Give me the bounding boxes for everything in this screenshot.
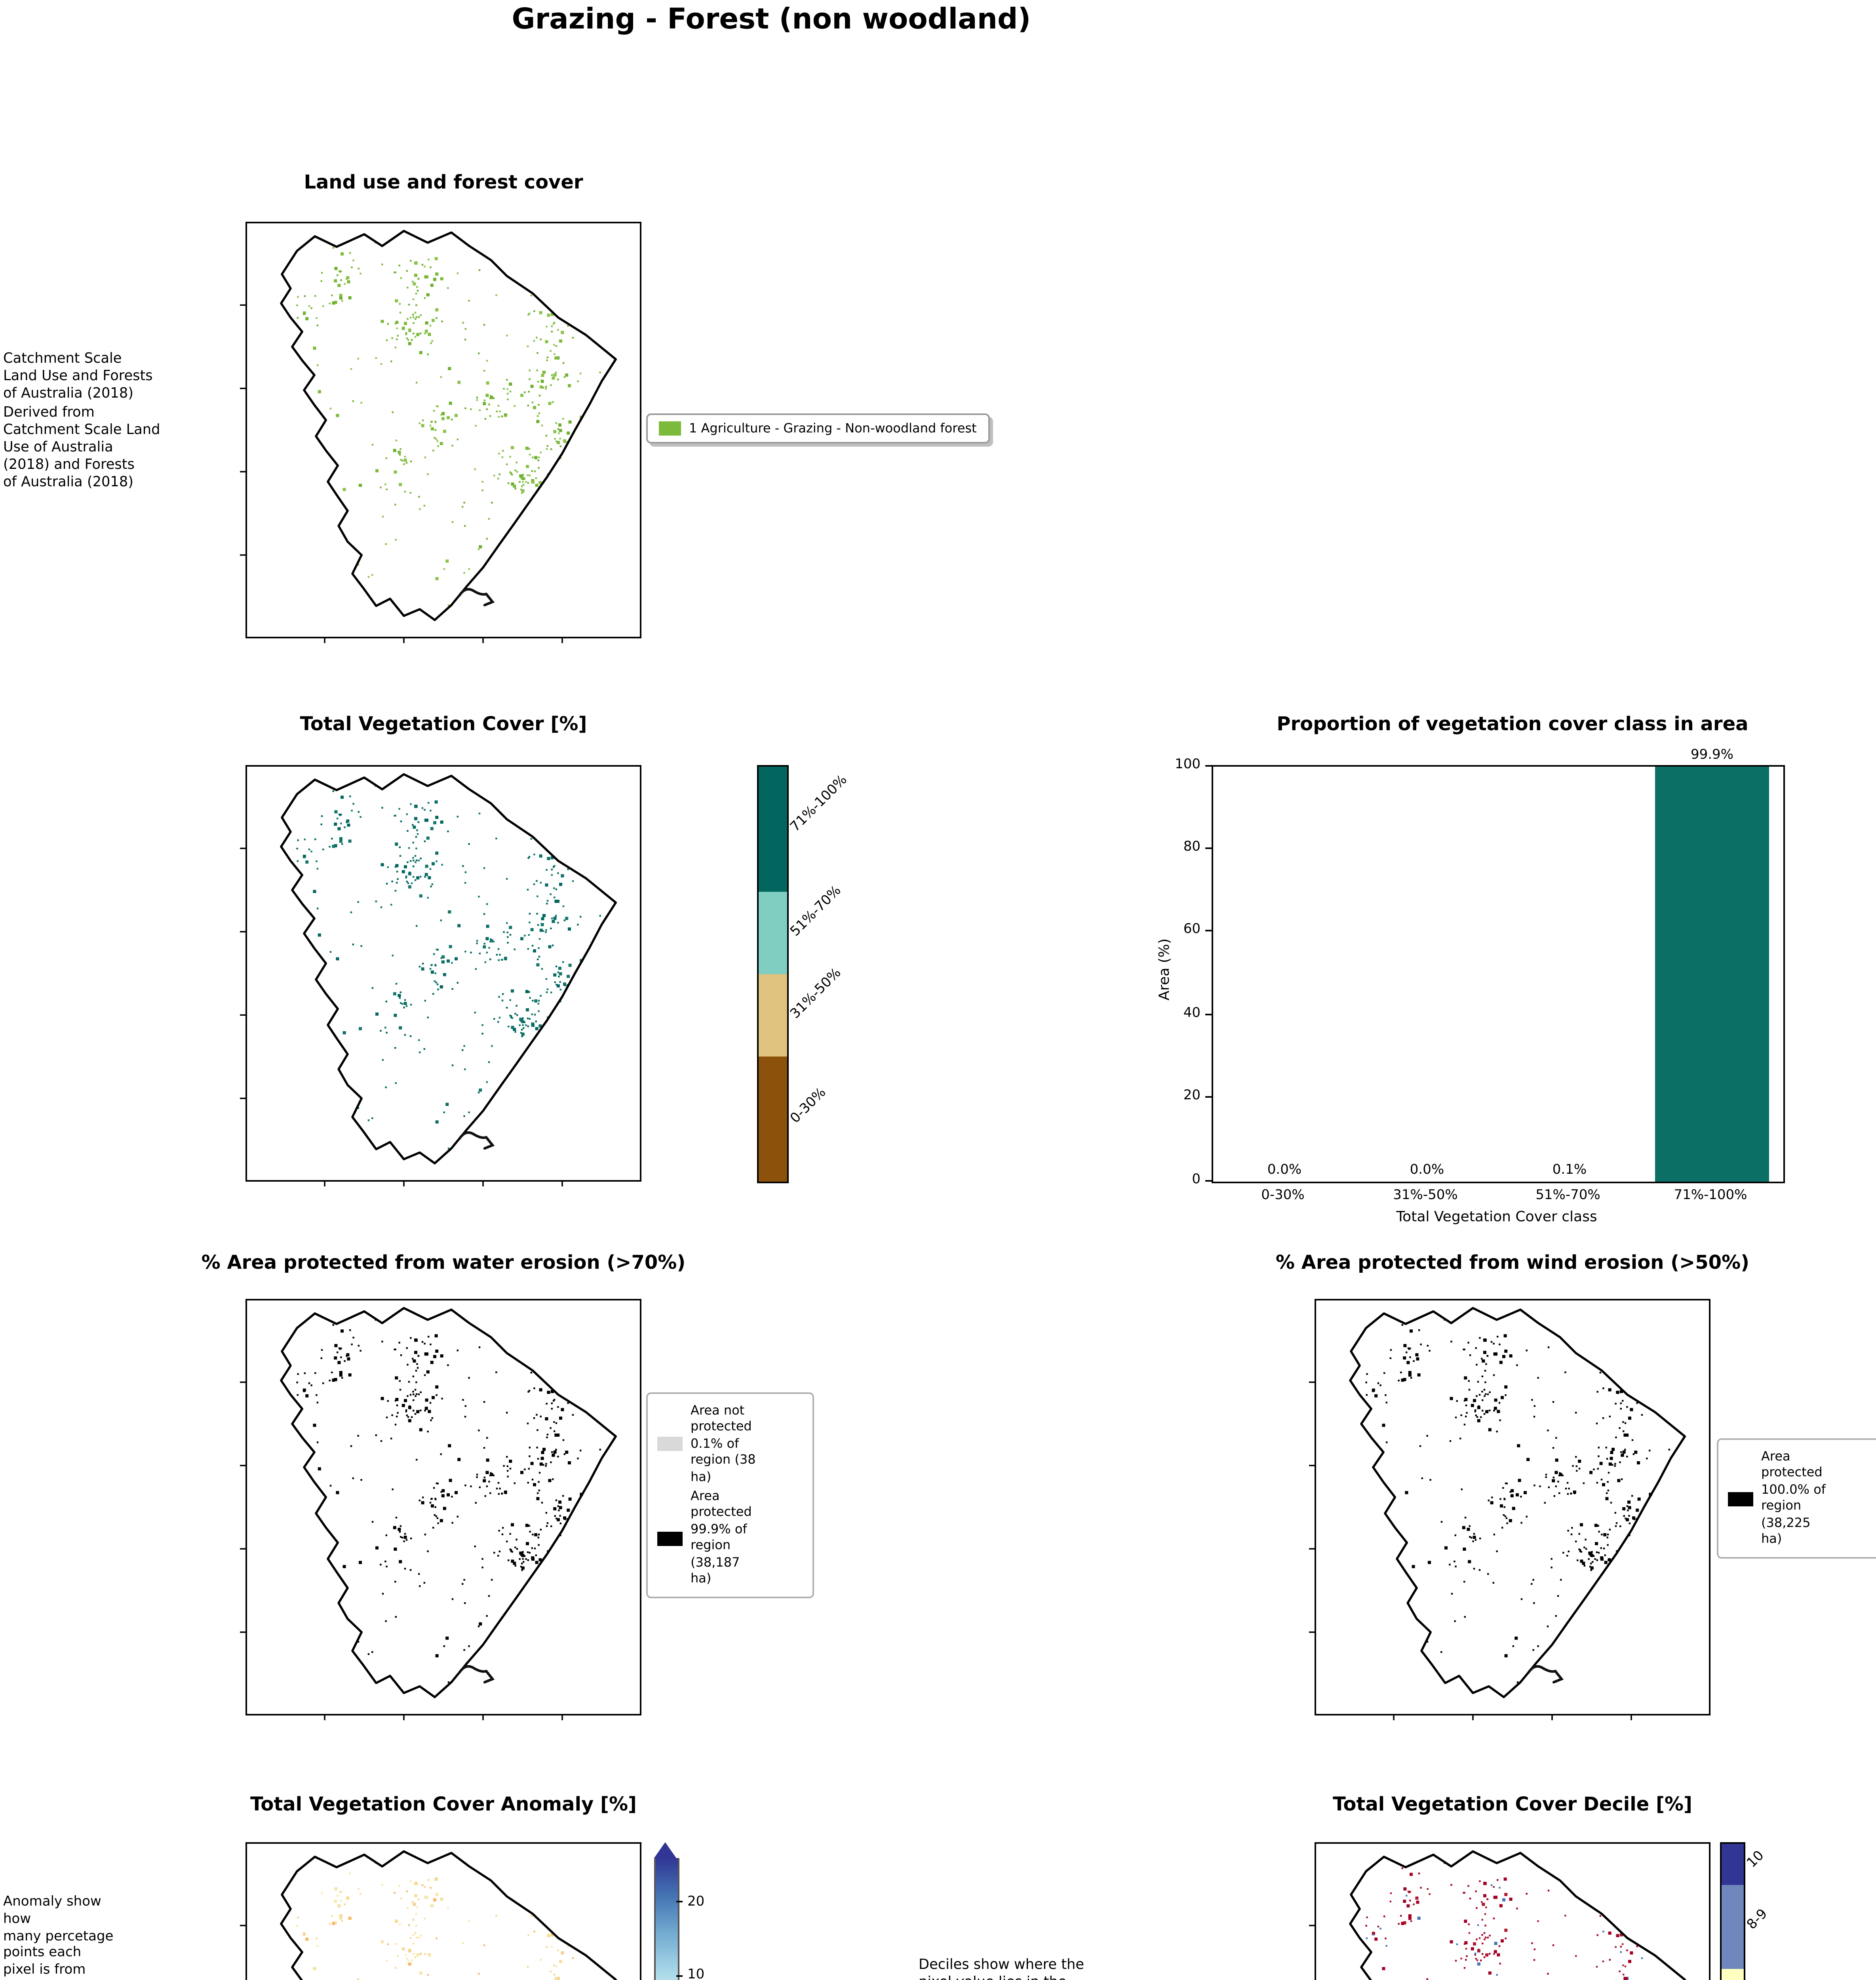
colorbar-tick: [676, 1901, 683, 1903]
legend-label: Area protected 100.0% of region (38,225 …: [1761, 1449, 1826, 1546]
colorbar-tick-label: 10: [687, 1968, 705, 1980]
legend-item: Area protected 99.9% of region (38,187 h…: [657, 1489, 803, 1588]
water-erosion-map: [240, 1299, 641, 1720]
y-tick-label: 40: [1183, 1005, 1201, 1021]
water-erosion-legend: Area not protected 0.1% of region (38 ha…: [646, 1392, 814, 1599]
anomaly-colorbar: 20100−10−20: [654, 1842, 704, 1980]
legend-swatch: [1728, 1491, 1753, 1506]
x-tick-label: 71%-100%: [1674, 1188, 1747, 1204]
colorbar-tick-label: 51%-70%: [788, 883, 845, 940]
legend-item: Area not protected 0.1% of region (38 ha…: [657, 1403, 803, 1486]
bar-value-label: 0.0%: [1410, 1163, 1444, 1178]
legend-swatch: [659, 421, 681, 436]
decile-note: Deciles show where the pixel value lies …: [919, 1958, 1084, 1980]
bar-chart-plot-area: 0.0% 0.0% 0.1% 99.9%: [1212, 748, 1785, 1183]
colorbar-segment: [759, 891, 787, 974]
colorbar-tick-label: 8-9: [1744, 1907, 1771, 1934]
veg-cover-colorbar: 71%-100% 51%-70% 31%-50% 0-30%: [757, 765, 851, 1183]
legend-swatch: [657, 1531, 683, 1546]
anomaly-map: [240, 1842, 641, 1980]
decile-map: [1309, 1842, 1710, 1980]
decile-title: Total Vegetation Cover Decile [%]: [1333, 1793, 1692, 1815]
colorbar-segment: [1722, 1968, 1744, 1980]
wind-erosion-legend: Area protected 100.0% of region (38,225 …: [1717, 1438, 1876, 1559]
land-use-map: [240, 222, 641, 643]
colorbar-segment: [759, 974, 787, 1057]
land-use-legend: 1 Agriculture - Grazing - Non-woodland f…: [646, 413, 989, 444]
colorbar-tick-label: 10: [1744, 1848, 1768, 1872]
page-title: Grazing - Forest (non woodland): [512, 3, 1031, 36]
colorbar-segment: [759, 1057, 787, 1182]
y-tick-label: 20: [1183, 1088, 1201, 1104]
decile-colorbar: 108-94-72-31: [1720, 1842, 1771, 1980]
y-tick: [1205, 847, 1212, 849]
x-tick-label: 51%-70%: [1535, 1188, 1600, 1204]
legend-item: Area protected 100.0% of region (38,225 …: [1728, 1449, 1874, 1548]
bar-chart: Area (%) 0.0% 0.0% 0.1% 99.9% Total Vegetat…: [1140, 748, 1821, 1253]
colorbar-tick-label: 20: [687, 1894, 705, 1910]
y-tick: [1205, 1013, 1212, 1015]
x-axis-label: Total Vegetation Cover class: [1396, 1210, 1597, 1226]
y-tick: [1205, 764, 1212, 766]
water-erosion-title: % Area protected from water erosion (>70…: [201, 1251, 686, 1274]
veg-cover-map: [240, 765, 641, 1186]
anomaly-title: Total Vegetation Cover Anomaly [%]: [250, 1793, 637, 1815]
colorbar-segment: [1722, 1885, 1744, 1969]
colorbar-tick: [676, 1975, 683, 1977]
bar-value-label: 0.1%: [1552, 1162, 1587, 1178]
legend-label: 1 Agriculture - Grazing - Non-woodland f…: [689, 421, 977, 436]
y-tick-label: 60: [1183, 922, 1201, 939]
colorbar-tick-label: 31%-50%: [788, 966, 845, 1023]
colorbar-tick-label: 0-30%: [788, 1085, 830, 1127]
land-use-title: Land use and forest cover: [304, 171, 583, 193]
legend-swatch: [657, 1437, 683, 1452]
y-tick: [1205, 1179, 1212, 1181]
colorbar-gradient: [654, 1858, 679, 1980]
land-use-note: Catchment Scale Land Use and Forests of …: [3, 352, 160, 491]
wind-erosion-title: % Area protected from wind erosion (>50%…: [1275, 1251, 1750, 1274]
anomaly-note: Anomaly show how many percetage points e…: [3, 1894, 114, 1980]
x-tick-label: 0-30%: [1261, 1188, 1305, 1204]
colorbar-tick-label: 71%-100%: [788, 773, 851, 836]
bar-chart-title: Proportion of vegetation cover class in …: [1277, 713, 1749, 735]
legend-label: Area protected 99.9% of region (38,187 h…: [691, 1489, 752, 1586]
bar-value-label: 99.9%: [1690, 748, 1733, 764]
y-tick-label: 80: [1183, 839, 1201, 855]
colorbar-arrow-up: [654, 1842, 676, 1858]
y-tick: [1205, 1096, 1212, 1098]
colorbar-segment: [1722, 1844, 1744, 1885]
wind-erosion-map: [1309, 1299, 1710, 1720]
y-tick-label: 0: [1192, 1171, 1201, 1187]
bar-value-label: 0.0%: [1267, 1163, 1302, 1178]
y-tick-label: 100: [1175, 756, 1201, 772]
veg-cover-title: Total Vegetation Cover [%]: [300, 713, 587, 735]
x-tick-label: 31%-50%: [1393, 1188, 1458, 1204]
y-tick: [1205, 930, 1212, 932]
bar: [1655, 767, 1769, 1182]
legend-label: Area not protected 0.1% of region (38 ha…: [691, 1403, 756, 1484]
colorbar-segment: [759, 767, 787, 891]
